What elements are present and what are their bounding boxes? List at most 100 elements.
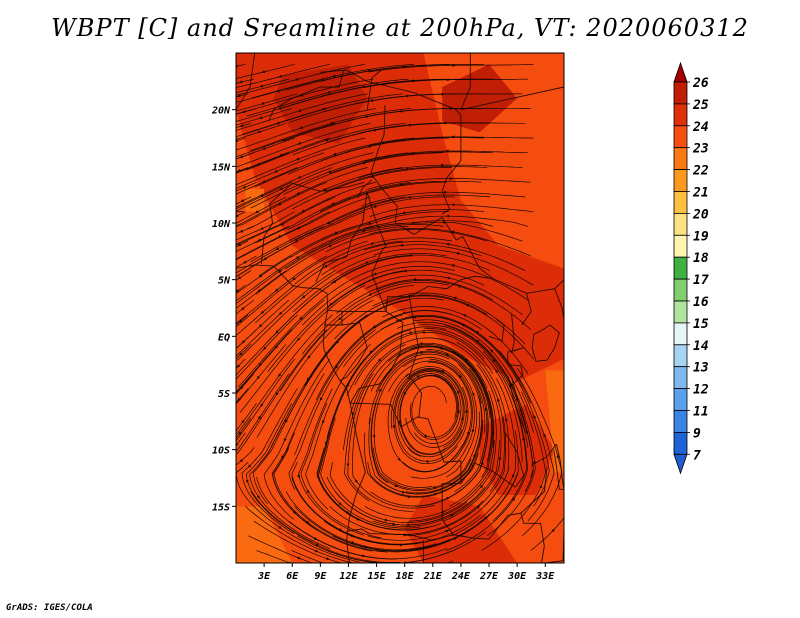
streamline-arrow	[240, 124, 244, 128]
boundary-line-33	[513, 348, 521, 352]
colorbar-label: 25	[692, 98, 709, 113]
streamline	[236, 226, 325, 274]
streamline	[295, 196, 455, 241]
streamline	[413, 319, 534, 433]
streamline	[364, 215, 529, 229]
streamline	[352, 388, 435, 509]
streamline-arrow	[458, 374, 462, 379]
streamline-arrow	[301, 209, 306, 213]
colorbar-label: 22	[692, 164, 709, 179]
streamline-arrow	[262, 179, 266, 183]
streamline	[325, 229, 488, 253]
streamline-arrow	[245, 479, 249, 484]
streamline-arrow	[445, 353, 449, 357]
streamline	[363, 150, 528, 162]
boundary-line-35	[408, 296, 423, 418]
streamline	[236, 358, 246, 369]
streamline-arrow	[439, 163, 444, 167]
streamline	[320, 417, 421, 529]
boundary-line-31	[507, 347, 524, 388]
colorbar-swatch	[673, 256, 688, 280]
streamline	[254, 181, 412, 244]
boundary-line-29	[520, 466, 548, 514]
streamline-arrow	[329, 302, 333, 306]
streamline-arrow	[451, 264, 455, 268]
streamline-arrow	[257, 238, 262, 242]
streamline	[366, 108, 531, 118]
colorbar-label: 16	[693, 295, 709, 310]
streamline-arrow	[299, 93, 304, 97]
colorbar-label: 19	[693, 229, 709, 244]
streamline-arrow	[296, 191, 300, 195]
streamline-arrow	[274, 345, 279, 349]
streamline	[250, 491, 400, 563]
streamline	[236, 285, 295, 336]
streamline-arrow	[281, 455, 285, 459]
streamline-arrow	[456, 390, 460, 394]
streamline-arrow	[450, 514, 454, 518]
streamline-arrow	[239, 458, 244, 463]
colorbar-label: 12	[693, 383, 709, 398]
streamline	[483, 351, 528, 522]
y-tick-label: EQ	[218, 332, 230, 343]
boundary-line-24	[350, 402, 462, 535]
wbpt-patch-3	[479, 404, 555, 495]
streamline	[241, 388, 298, 535]
streamline	[236, 299, 325, 394]
streamline-arrow	[238, 319, 243, 323]
streamline-arrow	[256, 162, 261, 166]
streamline	[423, 327, 523, 463]
streamline	[395, 314, 532, 404]
boundary-line-14	[268, 69, 345, 122]
streamline	[328, 194, 491, 225]
streamline-arrow	[361, 229, 366, 233]
streamline-arrow	[451, 203, 455, 207]
streamline-arrow	[404, 167, 409, 171]
streamline-arrow	[297, 141, 302, 145]
streamline	[327, 269, 485, 309]
streamline	[267, 270, 406, 372]
streamline	[236, 63, 295, 79]
streamline-arrow	[261, 70, 265, 74]
streamline	[236, 461, 360, 563]
streamline	[236, 181, 328, 228]
streamline-arrow	[439, 92, 444, 96]
streamline	[414, 368, 489, 507]
colorbar-swatch	[673, 191, 688, 214]
streamline	[394, 386, 469, 462]
streamline-arrow	[236, 289, 240, 293]
streamline	[305, 344, 371, 510]
streamline-arrow	[260, 101, 265, 105]
streamline	[443, 363, 502, 522]
streamline-arrow	[403, 269, 407, 273]
streamline	[405, 369, 464, 448]
streamline	[367, 420, 484, 497]
streamline	[236, 344, 252, 360]
streamline	[417, 324, 529, 448]
streamline	[245, 122, 406, 171]
streamline-arrow	[392, 425, 396, 429]
streamline	[357, 93, 523, 104]
streamline-arrow	[247, 464, 252, 468]
colorbar-swatch	[673, 81, 688, 105]
streamline-arrow	[306, 377, 310, 381]
x-tick-label: 33E	[535, 571, 555, 582]
streamline	[451, 378, 516, 537]
streamline-arrow	[258, 416, 262, 420]
colorbar-label: 26	[692, 76, 709, 91]
streamline	[449, 350, 494, 507]
streamline-arrow	[243, 260, 247, 264]
streamline-arrow	[441, 510, 446, 514]
streamline-arrow	[237, 276, 242, 280]
streamline	[291, 550, 454, 563]
streamline-arrow	[337, 317, 342, 321]
streamline-arrow	[354, 479, 358, 483]
streamline	[316, 447, 442, 531]
streamline	[236, 137, 330, 173]
colorbar-label: 17	[693, 273, 709, 288]
colorbar-swatch	[673, 366, 688, 390]
streamline	[236, 167, 333, 212]
streamline-arrow	[322, 187, 327, 191]
streamline-arrow	[409, 253, 413, 257]
